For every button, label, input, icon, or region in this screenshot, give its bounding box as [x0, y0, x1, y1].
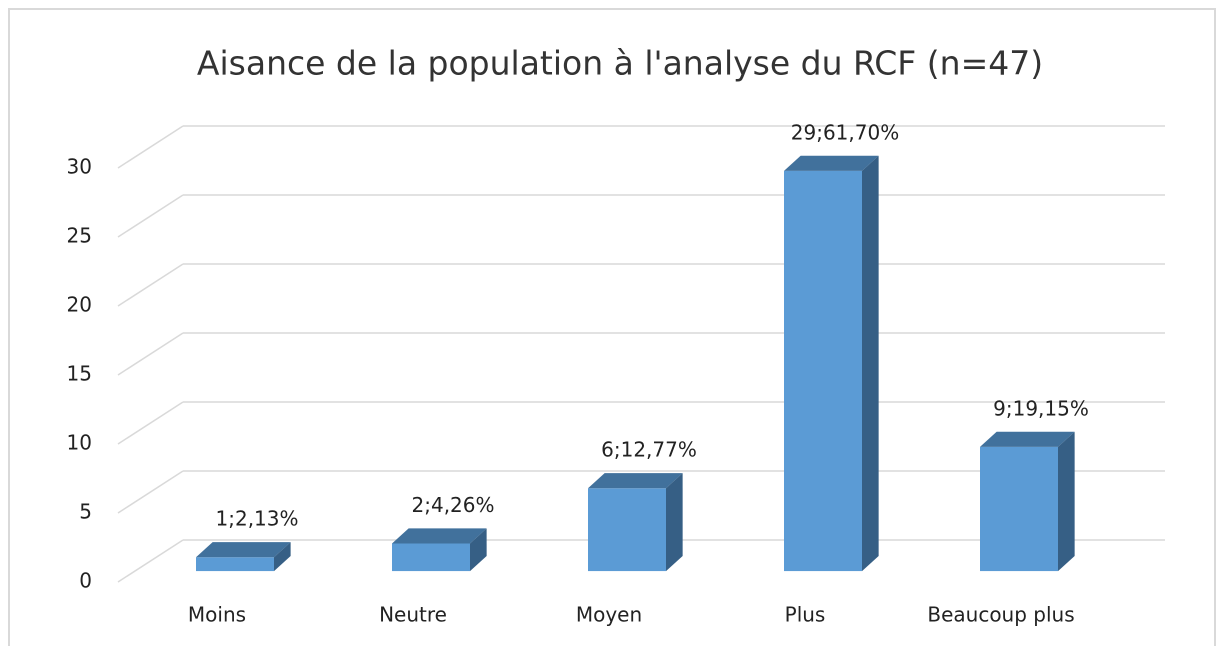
y-tick-label: 20 [67, 293, 92, 317]
x-tick-label: Beaucoup plus [927, 603, 1074, 627]
bar-side [1058, 431, 1075, 572]
data-label: 1;2,13% [216, 507, 299, 531]
grid-line [117, 263, 184, 307]
x-tick-label: Neutre [379, 603, 447, 627]
data-label: 2;4,26% [412, 493, 495, 517]
bar [980, 446, 1058, 572]
chart-frame [8, 8, 1216, 646]
bar-side [862, 155, 879, 572]
bar-top [196, 542, 291, 558]
data-label: 9;19,15% [993, 396, 1089, 420]
x-tick-label: Plus [785, 603, 826, 627]
data-label: 29;61,70% [791, 120, 899, 144]
bar [392, 543, 470, 572]
bar-top [980, 431, 1075, 447]
bar [196, 557, 274, 572]
chart-title: Aisance de la population à l'analyse du … [197, 44, 1043, 83]
bar-top [588, 473, 683, 489]
grid-line [117, 194, 184, 238]
bar [784, 170, 862, 572]
grid-line [117, 401, 184, 445]
data-label: 6;12,77% [601, 438, 697, 462]
y-tick-label: 15 [67, 362, 92, 386]
y-tick-label: 0 [79, 569, 92, 593]
bar [588, 488, 666, 572]
bar-side [274, 542, 291, 572]
bar-side [666, 473, 683, 572]
grid-line [117, 539, 184, 583]
grid-line [117, 125, 184, 169]
grid-line [117, 470, 184, 514]
bar-top [392, 528, 487, 544]
grid-line [117, 332, 184, 376]
x-tick-label: Moins [188, 603, 246, 627]
y-tick-label: 25 [67, 224, 92, 248]
y-tick-label: 5 [79, 500, 92, 524]
y-tick-label: 30 [67, 155, 92, 179]
y-tick-label: 10 [67, 431, 92, 455]
bar-side [470, 528, 487, 572]
bar-top [784, 155, 879, 171]
x-tick-label: Moyen [576, 603, 642, 627]
